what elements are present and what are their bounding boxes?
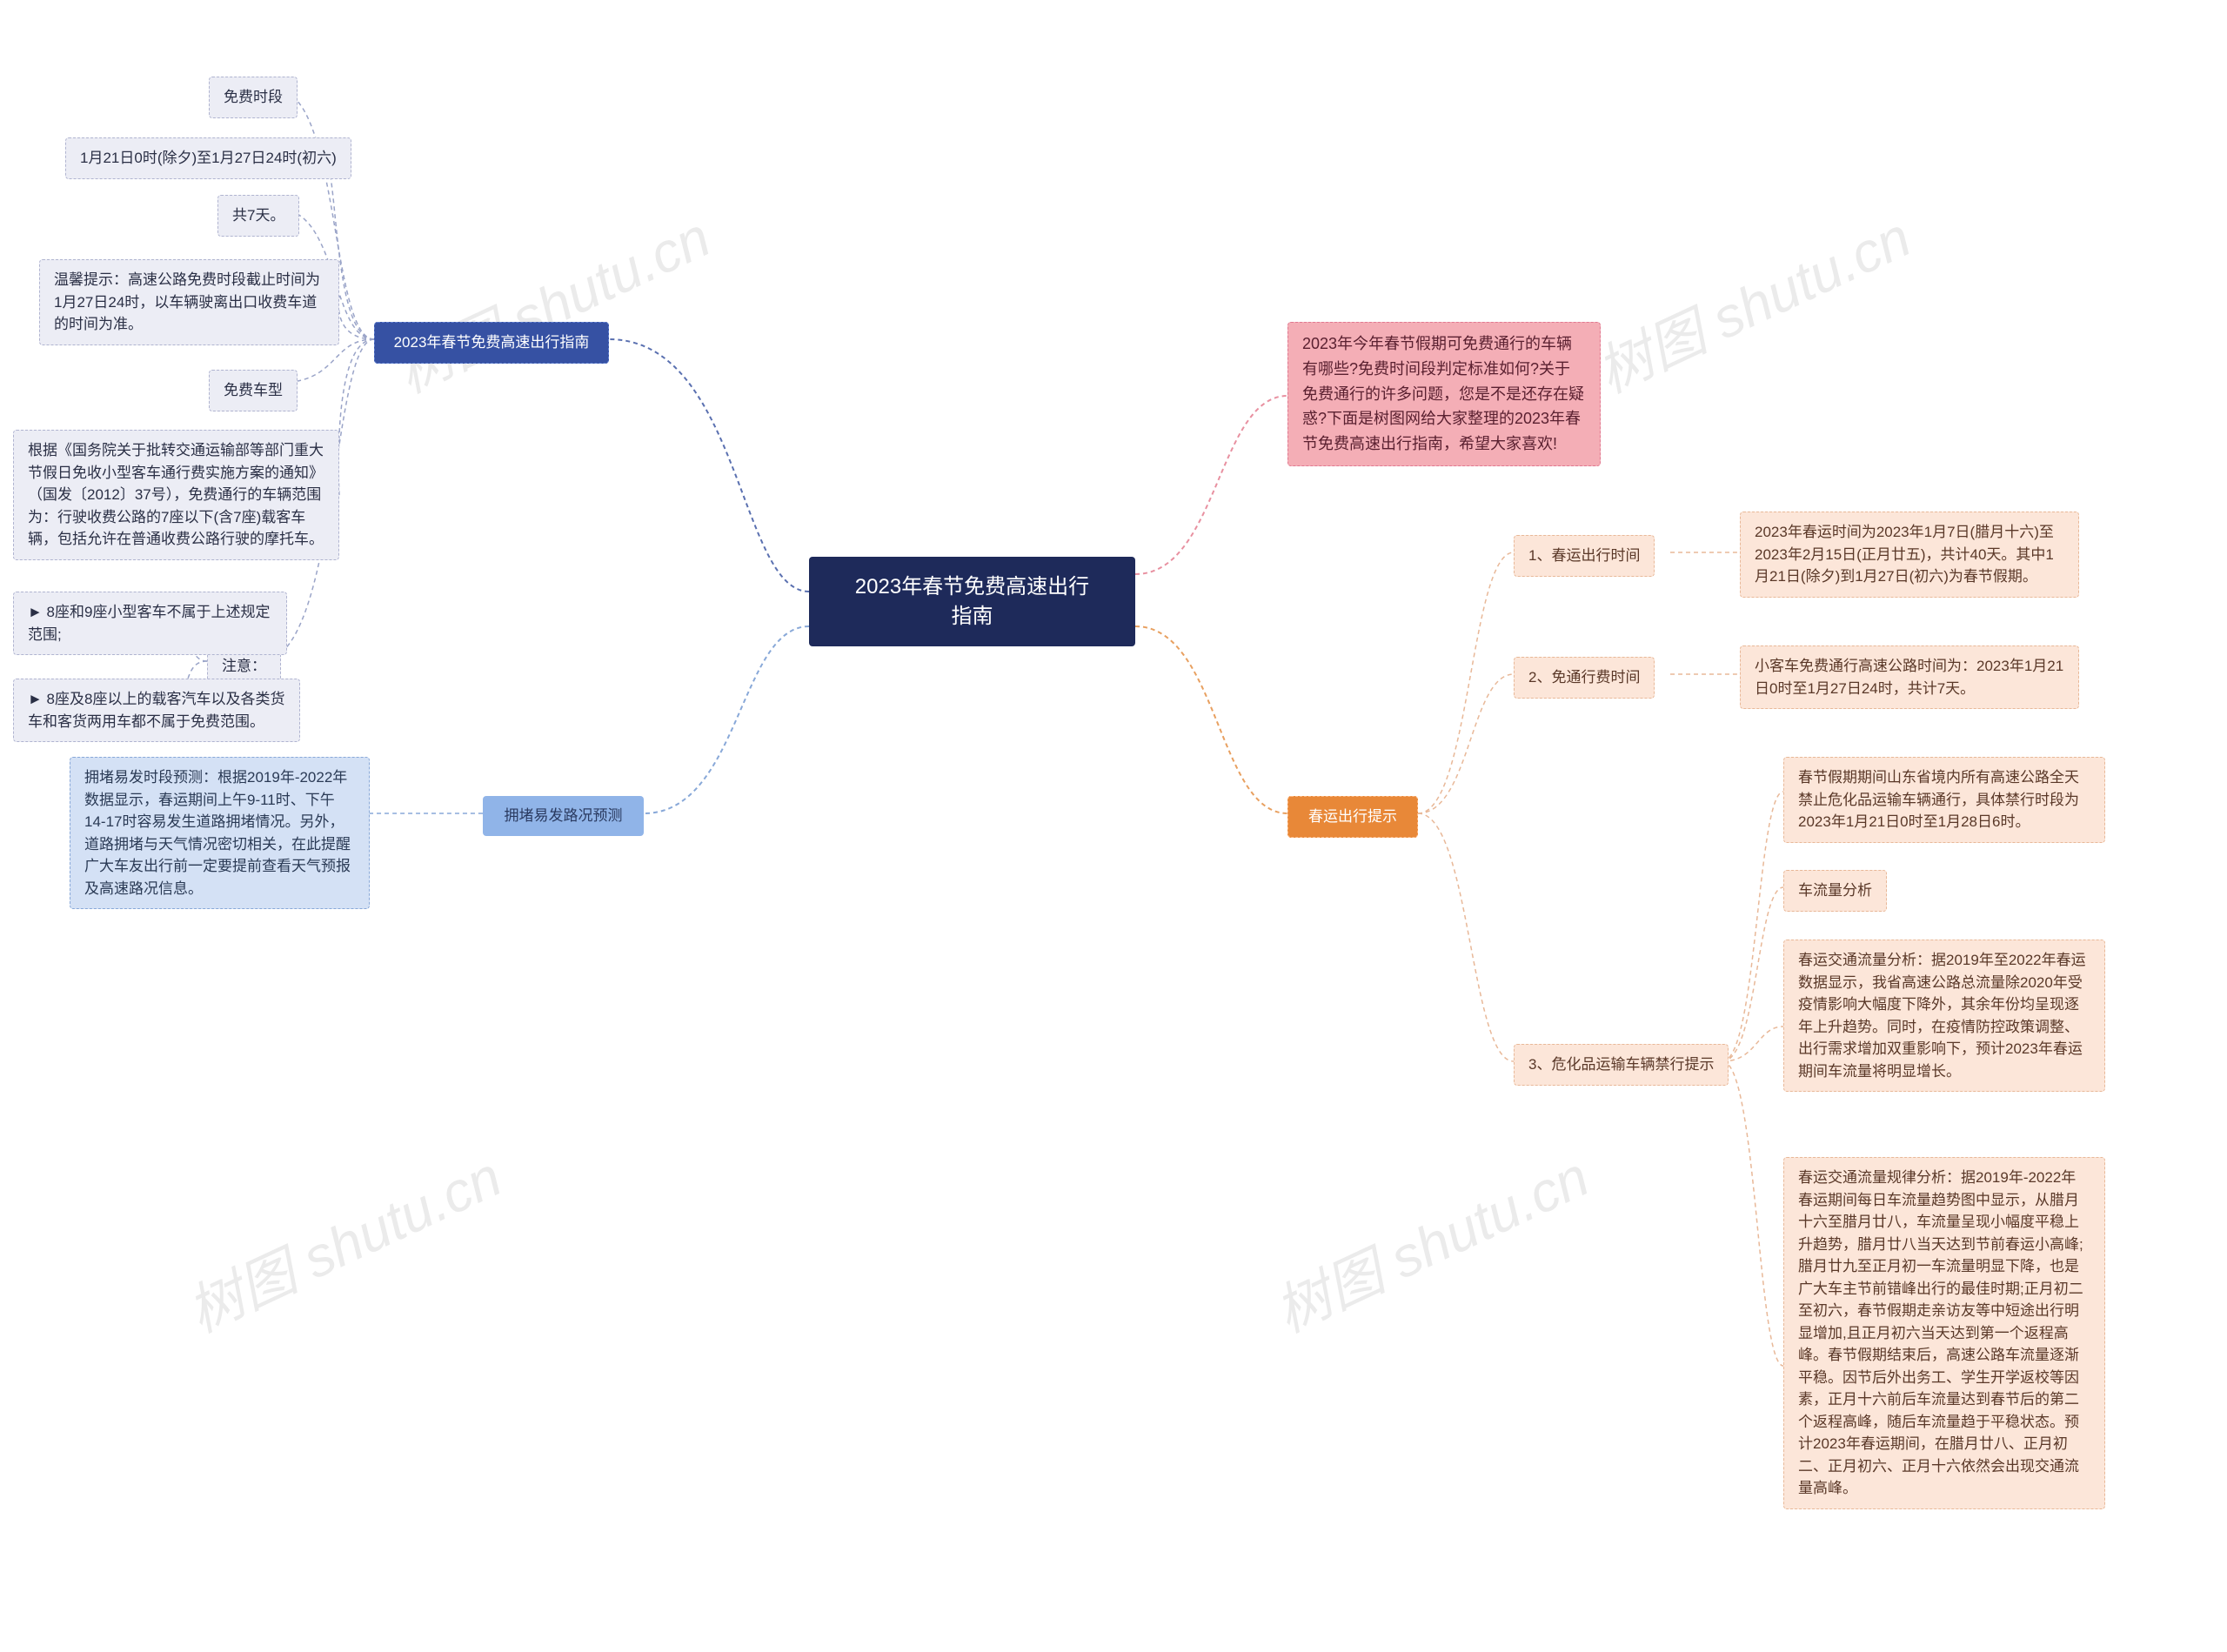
leaf-t2-label: 2、免通行费时间 [1514,657,1655,699]
leaf-t3-d: 春运交通流量规律分析：据2019年-2022年春运期间每日车流量趋势图中显示，从… [1783,1157,2105,1509]
leaf-free-period: 免费时段 [209,77,298,118]
leaf-t3-c: 春运交通流量分析：据2019年至2022年春运数据显示，我省高速公路总流量除20… [1783,940,2105,1092]
watermark: 树图 shutu.cn [1582,193,1922,408]
leaf-notice-2: ► 8座及8座以上的载客汽车以及各类货车和客货两用车都不属于免费范围。 [13,679,300,742]
leaf-intro: 2023年今年春节假期可免费通行的车辆有哪些?免费时间段判定标准如何?关于免费通… [1287,322,1601,466]
branch-tips: 春运出行提示 [1287,796,1418,838]
leaf-days: 共7天。 [217,195,299,237]
leaf-period-range: 1月21日0时(除夕)至1月27日24时(初六) [65,137,351,179]
leaf-policy: 根据《国务院关于批转交通运输部等部门重大节假日免收小型客车通行费实施方案的通知》… [13,430,339,560]
leaf-t1-text: 2023年春运时间为2023年1月7日(腊月十六)至2023年2月15日(正月廿… [1740,512,2079,598]
leaf-notice-1: ► 8座和9座小型客车不属于上述规定范围; [13,592,287,655]
watermark: 树图 shutu.cn [382,193,721,408]
leaf-t3-label: 3、危化品运输车辆禁行提示 [1514,1044,1729,1086]
leaf-congestion-text: 拥堵易发时段预测：根据2019年-2022年数据显示，春运期间上午9-11时、下… [70,757,370,909]
watermark: 树图 shutu.cn [1261,1133,1600,1348]
root-node: 2023年春节免费高速出行指南 [809,557,1135,646]
leaf-t1-label: 1、春运出行时间 [1514,535,1655,577]
branch-congestion: 拥堵易发路况预测 [483,796,644,836]
leaf-tip: 温馨提示：高速公路免费时段截止时间为1月27日24时，以车辆驶离出口收费车道的时… [39,259,339,345]
leaf-t2-text: 小客车免费通行高速公路时间为：2023年1月21日0时至1月27日24时，共计7… [1740,645,2079,709]
leaf-free-type: 免费车型 [209,370,298,411]
branch-guide: 2023年春节免费高速出行指南 [374,322,609,364]
watermark: 树图 shutu.cn [173,1133,512,1348]
leaf-t3-a: 春节假期期间山东省境内所有高速公路全天禁止危化品运输车辆通行，具体禁行时段为20… [1783,757,2105,843]
leaf-t3-b: 车流量分析 [1783,870,1887,912]
